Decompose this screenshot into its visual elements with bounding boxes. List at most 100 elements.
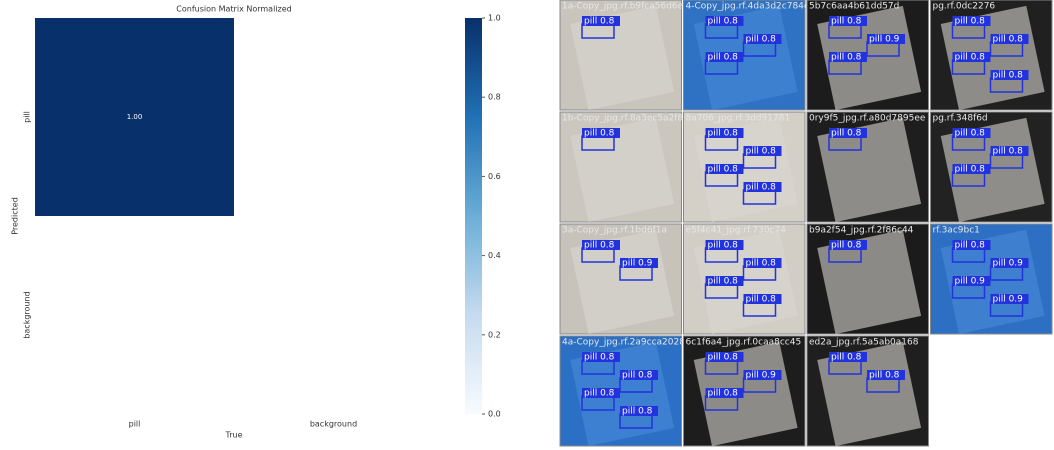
detection-label: pill 0.8	[584, 353, 615, 363]
detection-label: pill 0.8	[746, 259, 777, 269]
detection-label-bg	[582, 240, 620, 250]
detection-label: pill 0.8	[869, 371, 900, 381]
image-tile: pill 0.8 pill 0.8 pill 0.8 4-Copy_jpg.rf.4d…	[683, 0, 816, 111]
image-tile: pill 0.8 pill 0.9 pill 0.8 6c1f6a4_jpg.rf.0…	[683, 335, 806, 447]
detection-label: pill 0.8	[708, 165, 739, 175]
detection-label-bg	[705, 16, 744, 26]
tile-filename: 1a-Copy_jpg.rf.b9fca56d6e94	[562, 2, 695, 12]
image-tile: pill 0.8 pill 0.8 pill 0.8 pill 0.8 8a706_jp…	[683, 111, 806, 223]
tile-filename: 4a-Copy_jpg.rf.2a9cca2028	[562, 338, 685, 348]
blister	[817, 5, 922, 111]
x-tick-label: pill	[129, 420, 141, 429]
cell-label: 1.00	[127, 113, 143, 121]
detection-label-bg	[743, 182, 782, 192]
detection-label: pill 0.8	[955, 53, 986, 63]
detection-label: pill 0.8	[746, 295, 777, 305]
detection-label: pill 0.8	[955, 241, 986, 251]
tile-filename: ed2a_jpg.rf.5a5ab0a168	[809, 338, 919, 348]
tile-filename: 4-Copy_jpg.rf.4da3d2c784e8	[686, 2, 816, 12]
detection-label: pill 0.8	[831, 17, 862, 27]
detection-label: pill 0.8	[708, 129, 739, 139]
blister	[570, 5, 675, 111]
blister	[817, 229, 922, 335]
detection-label: pill 0.8	[622, 371, 653, 381]
tile-filename: e5f4c41_jpg.rf.730c74	[686, 226, 787, 236]
image-tile: pill 0.8 b9a2f54_jpg.rf.2f86c44	[806, 223, 929, 335]
detection-label-bg	[952, 240, 991, 250]
blister	[570, 341, 675, 447]
detection-label-bg	[705, 388, 744, 398]
detection-label: pill 0.9	[869, 35, 900, 45]
detection-label-bg	[620, 258, 658, 268]
detection-label-bg	[743, 34, 782, 44]
detection-label: pill 0.8	[831, 353, 862, 363]
detection-label: pill 0.8	[622, 407, 653, 417]
y-tick-label: background	[23, 291, 32, 338]
detection-label-bg	[990, 70, 1029, 80]
detection-label: pill 0.8	[708, 353, 739, 363]
detection-label: pill 0.8	[746, 183, 777, 193]
tile-filename: 6c1f6a4_jpg.rf.0caa8cc45	[686, 338, 802, 348]
detection-label-bg	[705, 240, 744, 250]
image-tile: pill 0.8 1b-Copy_jpg.rf.8a3ec5a2f8	[559, 111, 683, 223]
detection-label: pill 0.8	[993, 35, 1024, 45]
colorbar-tick-label: 0.0	[488, 410, 501, 419]
heatmap-cell	[35, 18, 234, 216]
tile-filename: 8a706_jpg.rf.3dd91781	[686, 114, 791, 124]
detection-label-bg	[952, 276, 991, 286]
blister	[817, 117, 922, 223]
tile-filename: 1b-Copy_jpg.rf.8a3ec5a2f8	[562, 114, 683, 124]
y-tick-label: pill	[23, 111, 32, 123]
detection-label-bg	[582, 16, 620, 26]
detection-label-bg	[705, 164, 744, 174]
detection-label: pill 0.8	[708, 17, 739, 27]
detection-label-bg	[705, 352, 744, 362]
detection-label: pill 0.8	[746, 35, 777, 45]
detection-label-bg	[990, 258, 1029, 268]
detection-label: pill 0.9	[746, 371, 777, 381]
blister	[693, 341, 798, 447]
detection-label: pill 0.8	[584, 17, 615, 27]
tile-filename: pg.rf.0dc2276	[933, 2, 996, 12]
image-tile: pill 0.8 pill 0.8 pill 0.8 pg.rf.348f6d	[930, 111, 1053, 223]
detection-label: pill 0.8	[584, 389, 615, 399]
detection-label: pill 0.8	[584, 129, 615, 139]
image-tile: pill 0.8 1a-Copy_jpg.rf.b9fca56d6e94	[559, 0, 695, 111]
detection-label: pill 0.9	[955, 277, 986, 287]
detection-label: pill 0.9	[993, 295, 1024, 305]
colorbar-tick-label: 0.8	[488, 93, 501, 102]
detection-label: pill 0.8	[955, 17, 986, 27]
detection-label-bg	[705, 128, 744, 138]
tile-filename: 0ry9f5_jpg.rf.a80d7895ee	[809, 114, 926, 124]
tile-filename: b9a2f54_jpg.rf.2f86c44	[809, 226, 914, 236]
detection-label-bg	[582, 128, 620, 138]
detection-label-bg	[952, 128, 991, 138]
detection-label: pill 0.8	[708, 277, 739, 287]
tile-filename: pg.rf.348f6d	[933, 114, 988, 124]
x-tick-label: background	[310, 420, 357, 429]
blister	[693, 5, 798, 111]
image-tile: pill 0.8 pill 0.9 3a-Copy_jpg.rf.1bd6f1a	[559, 223, 682, 335]
tile-filename: rf.3ac9bc1	[933, 226, 980, 236]
detection-label-bg	[952, 16, 991, 26]
detection-label: pill 0.8	[955, 165, 986, 175]
detection-label-bg	[990, 34, 1029, 44]
colorbar	[465, 18, 482, 414]
tile-filename: 3a-Copy_jpg.rf.1bd6f1a	[562, 226, 667, 236]
blister	[940, 229, 1045, 335]
detection-label-bg	[829, 16, 867, 26]
detection-label-bg	[582, 352, 620, 362]
detection-label-bg	[867, 34, 905, 44]
image-tile: pill 0.8 pill 0.8 ed2a_jpg.rf.5a5ab0a168	[806, 335, 929, 447]
x-axis-label: True	[225, 431, 243, 440]
detection-label: pill 0.8	[831, 53, 862, 63]
detection-label: pill 0.9	[622, 259, 653, 269]
detection-label-bg	[620, 370, 658, 380]
blister	[817, 341, 922, 447]
detection-label-bg	[829, 52, 867, 62]
colorbar-tick-label: 0.2	[488, 330, 501, 339]
colorbar-tick-label: 0.6	[488, 172, 501, 181]
detection-label: pill 0.8	[708, 53, 739, 63]
detection-label: pill 0.8	[831, 241, 862, 251]
